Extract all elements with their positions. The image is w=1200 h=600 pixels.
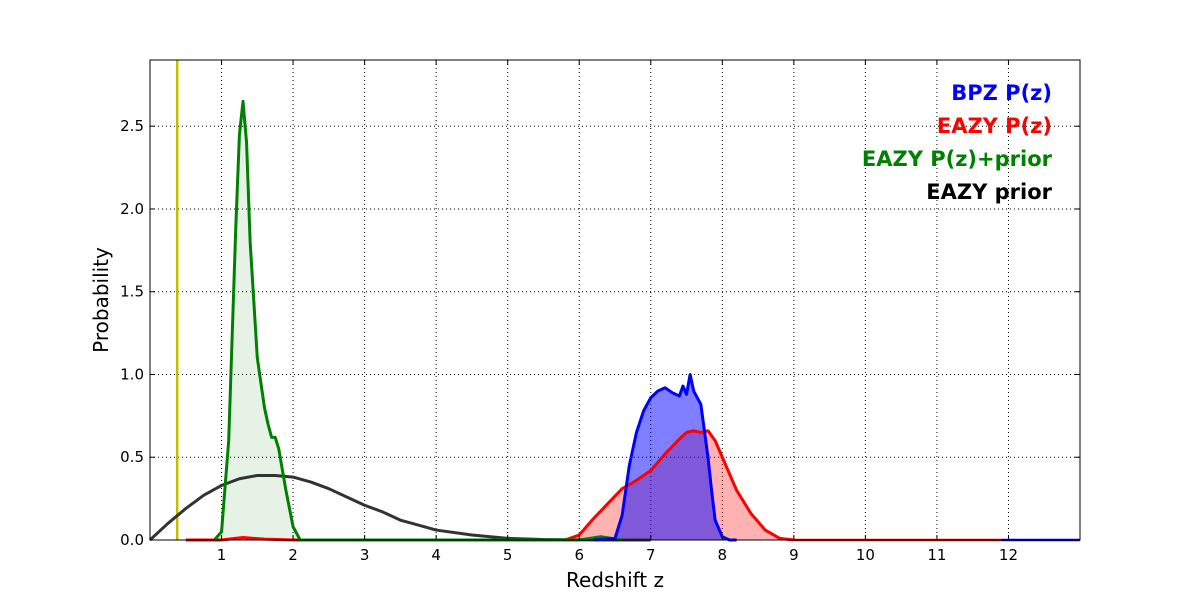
- grid: [150, 60, 1080, 540]
- series-line-0: [593, 372, 737, 542]
- axis-ticks: 1 2 3 4 5 6 7 8 9 10 11 120.00.51.01.52.02.5: [120, 60, 1080, 564]
- x-tick-label: 1: [217, 546, 227, 564]
- y-tick-label: 1.5: [120, 283, 144, 301]
- y-tick-label: 0.5: [120, 448, 144, 466]
- legend-entry: EAZY P(z)+prior: [862, 147, 1053, 171]
- x-tick-label: 3: [360, 546, 370, 564]
- series-line-2: [213, 99, 623, 542]
- x-tick-label: 7: [646, 546, 656, 564]
- legend-entry: EAZY P(z): [937, 114, 1052, 138]
- x-tick-label: 11: [927, 546, 946, 564]
- series-fill-2: [214, 101, 623, 541]
- series-fills: [185, 101, 794, 541]
- x-tick-label: 4: [431, 546, 441, 564]
- legend-entry: BPZ P(z): [951, 81, 1052, 105]
- x-tick-label: 5: [503, 546, 513, 564]
- x-axis-title: Redshift z: [566, 568, 664, 592]
- x-tick-label: 2: [288, 546, 298, 564]
- y-tick-label: 2.0: [120, 200, 144, 218]
- y-tick-label: 2.5: [120, 117, 144, 135]
- y-axis-title: Probability: [89, 247, 113, 353]
- y-tick-label: 1.0: [120, 365, 144, 383]
- legend-entry: EAZY prior: [926, 180, 1052, 204]
- x-tick-label: 10: [856, 546, 875, 564]
- legend: BPZ P(z) EAZY P(z) EAZY P(z)+prior EAZY pri…: [862, 81, 1053, 204]
- x-tick-label: 9: [789, 546, 799, 564]
- y-tick-label: 0.0: [120, 531, 144, 549]
- x-tick-label: 8: [718, 546, 728, 564]
- series-fill-0: [593, 374, 737, 540]
- plot-frame: [149, 59, 1081, 541]
- x-tick-label: 6: [574, 546, 584, 564]
- x-tick-label: 12: [999, 546, 1018, 564]
